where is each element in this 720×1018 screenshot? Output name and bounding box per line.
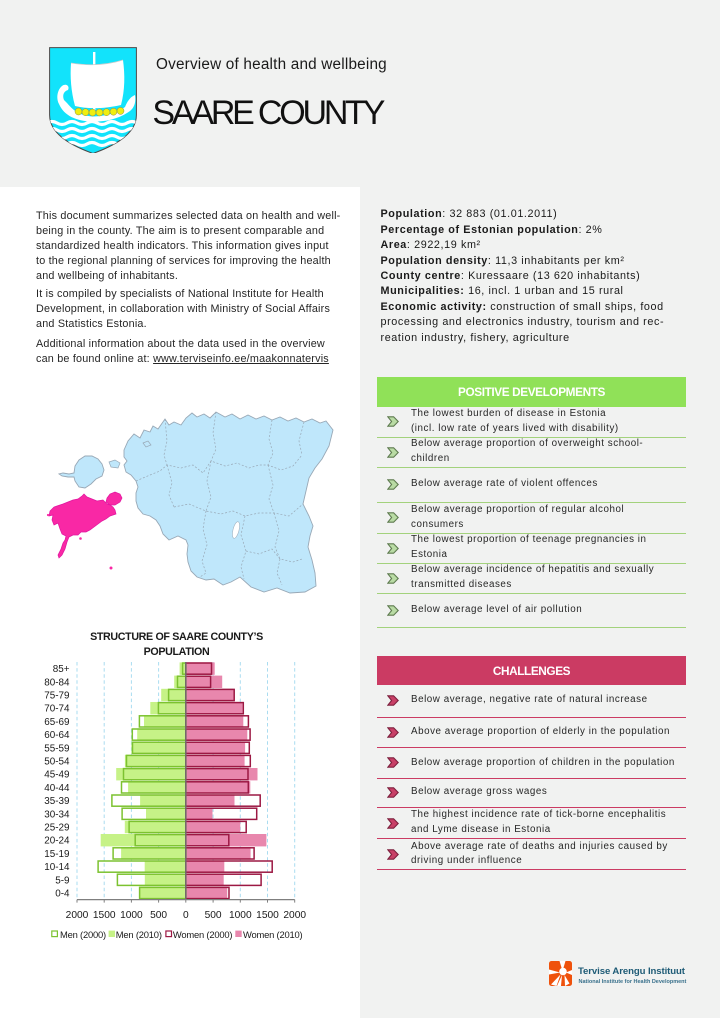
svg-text:1500: 1500 [93, 910, 116, 921]
svg-text:2000: 2000 [66, 910, 89, 921]
svg-text:2000: 2000 [283, 910, 306, 921]
svg-text:1500: 1500 [256, 910, 279, 921]
svg-text:1000: 1000 [229, 910, 252, 921]
svg-text:Men (2000): Men (2000) [60, 929, 106, 940]
svg-text:Women (2010): Women (2010) [243, 929, 303, 940]
svg-text:40-44: 40-44 [44, 783, 70, 794]
svg-text:45-49: 45-49 [44, 770, 70, 781]
svg-text:15-19: 15-19 [44, 849, 70, 860]
svg-text:50-54: 50-54 [44, 757, 70, 768]
svg-text:85+: 85+ [53, 664, 70, 675]
svg-text:20-24: 20-24 [44, 836, 70, 847]
svg-text:80-84: 80-84 [44, 677, 70, 688]
svg-text:55-59: 55-59 [44, 743, 70, 754]
svg-text:STRUCTURE OF SAARE COUNTY’S: STRUCTURE OF SAARE COUNTY’S [90, 631, 263, 643]
svg-text:30-34: 30-34 [44, 809, 70, 820]
svg-text:POPULATION: POPULATION [144, 646, 210, 658]
svg-text:Men (2010): Men (2010) [116, 929, 162, 940]
svg-text:0-4: 0-4 [55, 889, 70, 900]
svg-text:Women (2000): Women (2000) [173, 929, 233, 940]
svg-text:65-69: 65-69 [44, 717, 70, 728]
svg-text:1000: 1000 [120, 910, 143, 921]
svg-text:35-39: 35-39 [44, 796, 70, 807]
svg-text:0: 0 [183, 910, 189, 921]
svg-text:60-64: 60-64 [44, 730, 70, 741]
svg-text:75-79: 75-79 [44, 691, 70, 702]
svg-text:500: 500 [205, 910, 222, 921]
svg-text:10-14: 10-14 [44, 862, 70, 873]
svg-text:5-9: 5-9 [55, 875, 70, 886]
svg-text:70-74: 70-74 [44, 704, 70, 715]
svg-text:25-29: 25-29 [44, 823, 70, 834]
svg-text:500: 500 [150, 910, 167, 921]
